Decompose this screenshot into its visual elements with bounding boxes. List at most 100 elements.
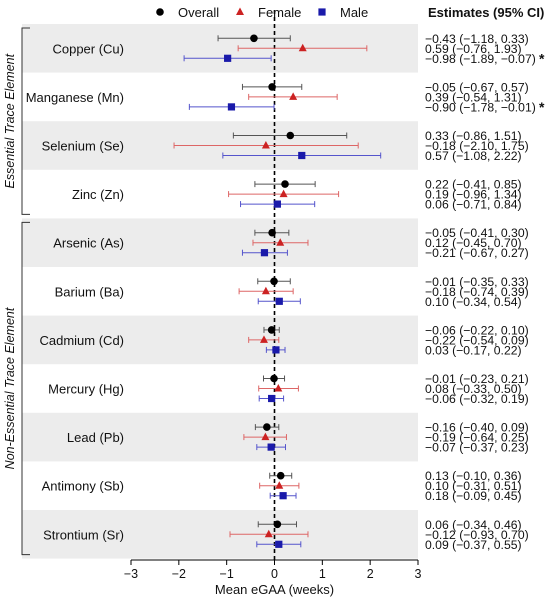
estimate-text: −0.06 (−0.22, 0.10)	[425, 323, 529, 337]
estimate-text: 0.09 (−0.37, 0.55)	[425, 538, 522, 552]
estimate-text: 0.12 (−0.45, 0.70)	[425, 236, 522, 250]
x-tick-label: 0	[271, 567, 278, 581]
row-label: Strontium (Sr)	[43, 527, 124, 542]
row-band	[22, 510, 418, 559]
point-female	[279, 189, 288, 198]
x-tick-label: 1	[319, 567, 326, 581]
group-label: Non-Essential Trace Element	[3, 307, 17, 469]
estimate-text: 0.19 (−0.96, 1.34)	[425, 188, 522, 202]
estimate-text: 0.22 (−0.41, 0.85)	[425, 178, 522, 192]
row-band	[22, 412, 418, 462]
estimate-text: −0.22 (−0.54, 0.09)	[425, 333, 529, 347]
estimate-text: 0.10 (−0.31, 0.51)	[425, 479, 522, 493]
estimate-text: −0.06 (−0.32, 0.19)	[425, 392, 529, 406]
estimate-text: 0.13 (−0.10, 0.36)	[425, 469, 522, 483]
legend: Overall Female Male	[156, 5, 368, 20]
group-brackets: Essential Trace Element Non-Essential Tra…	[3, 27, 30, 556]
point-overall	[263, 423, 271, 431]
estimate-text: 0.33 (−0.86, 1.51)	[425, 129, 522, 143]
x-tick-label: 2	[367, 567, 374, 581]
estimate-text: 0.10 (−0.34, 0.54)	[425, 295, 522, 309]
point-male	[298, 151, 306, 160]
point-male	[260, 249, 269, 257]
point-female	[274, 384, 283, 392]
x-tick-label: 3	[415, 567, 422, 581]
point-overall	[273, 520, 282, 529]
estimate-text: −0.01 (−0.23, 0.21)	[425, 372, 529, 386]
point-male	[272, 346, 280, 354]
row-label: Antimony (Sb)	[42, 479, 124, 494]
row-label: Selenium (Se)	[42, 139, 124, 154]
point-male	[275, 540, 283, 548]
point-female	[261, 432, 270, 441]
estimate-text: 0.57 (−1.08, 2.22)	[425, 149, 522, 163]
point-overall	[286, 131, 295, 140]
point-female	[264, 529, 273, 538]
group-bracket	[21, 221, 30, 556]
group-label: Essential Trace Element	[3, 53, 17, 188]
point-male	[273, 200, 281, 208]
estimate-text: −0.05 (−0.41, 0.30)	[425, 226, 529, 240]
estimate-text: 0.59 (−0.76, 1.93)	[425, 42, 522, 56]
row-label: Manganese (Mn)	[26, 90, 124, 105]
estimate-text: −0.16 (−0.40, 0.09)	[425, 421, 529, 435]
point-overall	[268, 83, 276, 91]
point-male	[224, 54, 232, 62]
group-bracket	[21, 27, 30, 215]
x-tick-label: −3	[124, 567, 138, 581]
legend-marker-female	[236, 7, 244, 15]
x-axis: −3 −2 −1 0 1 2 3 Mean eGAA (weeks)	[124, 559, 422, 597]
significance-marker: *	[539, 50, 545, 66]
x-axis-title: Mean eGAA (weeks)	[215, 582, 334, 597]
point-male	[279, 492, 287, 500]
point-overall	[270, 277, 278, 286]
estimate-text: 0.08 (−0.33, 0.50)	[425, 382, 522, 396]
estimate-text: 0.18 (−0.09, 0.45)	[425, 489, 522, 503]
point-female	[298, 43, 307, 52]
point-male	[268, 394, 276, 403]
point-male	[275, 297, 283, 305]
row-band	[22, 218, 418, 267]
estimate-text: −0.05 (−0.67, 0.57)	[425, 80, 529, 94]
row-label: Cadmium (Cd)	[39, 333, 124, 348]
legend-label: Male	[340, 5, 368, 20]
legend-marker-male	[318, 8, 326, 16]
row-label: Mercury (Hg)	[48, 382, 124, 397]
estimate-text: −0.12 (−0.93, 0.70)	[425, 528, 529, 542]
estimate-text: −0.18 (−2.10, 1.75)	[425, 139, 529, 153]
point-female	[275, 481, 284, 489]
x-tick-label: −2	[172, 567, 186, 581]
estimates-header: Estimates (95% CI)	[428, 5, 544, 20]
row-label: Lead (Pb)	[67, 430, 124, 445]
estimate-text: −0.07 (−0.37, 0.23)	[425, 441, 529, 455]
point-male	[267, 443, 275, 451]
estimate-text: 0.39 (−0.54, 1.31)	[425, 90, 522, 104]
point-female	[289, 92, 298, 100]
point-female	[259, 335, 268, 343]
row-label: Copper (Cu)	[52, 41, 124, 56]
row-bands	[22, 24, 418, 559]
point-overall	[276, 471, 285, 480]
point-male	[227, 103, 236, 111]
row-labels: Copper (Cu) Manganese (Mn) Selenium (Se) Zi…	[26, 41, 124, 542]
point-overall	[250, 34, 258, 43]
estimate-text: 0.03 (−0.17, 0.22)	[425, 343, 522, 357]
estimate-text: −0.90 (−1.78, −0.01)	[425, 100, 536, 114]
estimate-text: −0.19 (−0.64, 0.25)	[425, 431, 529, 445]
data-marks	[173, 34, 382, 548]
legend-label: Female	[258, 5, 301, 20]
significance-marker: *	[539, 99, 545, 115]
row-label: Arsenic (As)	[53, 236, 124, 251]
estimate-text: 0.06 (−0.71, 0.84)	[425, 198, 522, 212]
legend-label: Overall	[178, 5, 219, 20]
point-overall	[267, 326, 276, 334]
row-label: Zinc (Zn)	[72, 187, 124, 202]
estimate-text: −0.01 (−0.35, 0.33)	[425, 275, 529, 289]
x-tick-label: −1	[220, 567, 234, 581]
point-overall	[270, 374, 278, 383]
point-female	[261, 286, 270, 295]
point-overall	[268, 228, 276, 237]
estimate-text: −0.21 (−0.67, 0.27)	[425, 246, 529, 260]
estimates-column: −0.43 (−1.18, 0.33)0.59 (−0.76, 1.93)−0.…	[425, 5, 545, 552]
